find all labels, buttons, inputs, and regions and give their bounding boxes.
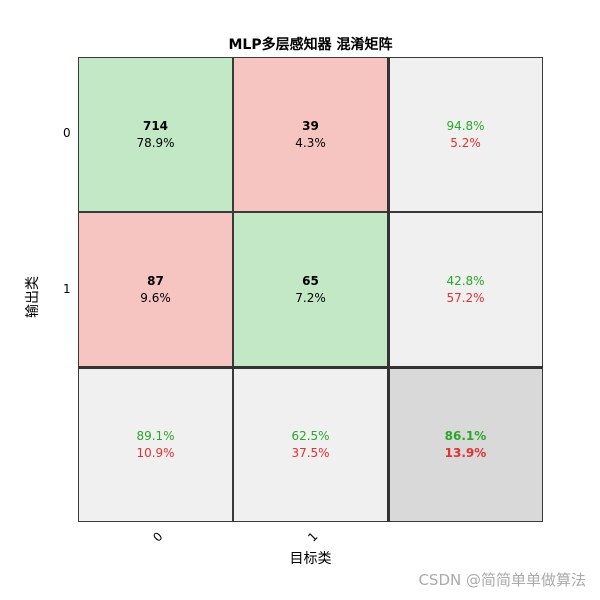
cell-percent: 7.2%: [295, 290, 326, 305]
x-tick-label-1: 1: [305, 529, 321, 545]
cell-count: 65: [302, 273, 319, 288]
cell-incorrect-1-0: 87 9.6%: [78, 212, 233, 367]
row-summary-1: 42.8% 57.2%: [388, 212, 543, 367]
y-tick-label-1: 1: [63, 282, 71, 296]
y-axis-label: 输出类: [25, 276, 41, 318]
cell-correct-1: 65 7.2%: [233, 212, 388, 367]
x-tick-label-0: 0: [150, 529, 166, 545]
summary-divider-horizontal: [78, 366, 543, 369]
summary-error-rate: 57.2%: [446, 290, 485, 305]
summary-correct-rate: 62.5%: [291, 428, 330, 443]
col-summary-1: 62.5% 37.5%: [233, 367, 388, 522]
cell-incorrect-0-1: 39 4.3%: [233, 57, 388, 212]
overall-correct-rate: 86.1%: [444, 428, 487, 443]
cell-count: 87: [147, 273, 164, 288]
overall-error-rate: 13.9%: [444, 445, 487, 460]
summary-correct-rate: 94.8%: [446, 118, 485, 133]
confusion-matrix-grid: 714 78.9% 39 4.3% 94.8% 5.2% 87 9.6% 65 …: [78, 57, 543, 522]
cell-percent: 78.9%: [136, 135, 175, 150]
summary-error-rate: 37.5%: [291, 445, 330, 460]
cell-percent: 4.3%: [295, 135, 326, 150]
cell-correct-0: 714 78.9%: [78, 57, 233, 212]
summary-divider-vertical: [387, 57, 390, 522]
chart-title: MLP多层感知器 混淆矩阵: [228, 37, 393, 53]
summary-error-rate: 5.2%: [450, 135, 481, 150]
row-summary-0: 94.8% 5.2%: [388, 57, 543, 212]
overall-accuracy-cell: 86.1% 13.9%: [388, 367, 543, 522]
cell-percent: 9.6%: [140, 290, 171, 305]
cell-count: 714: [142, 118, 169, 133]
summary-error-rate: 10.9%: [136, 445, 175, 460]
col-summary-0: 89.1% 10.9%: [78, 367, 233, 522]
cell-count: 39: [302, 118, 319, 133]
summary-correct-rate: 42.8%: [446, 273, 485, 288]
x-axis-label: 目标类: [289, 551, 332, 567]
summary-correct-rate: 89.1%: [136, 428, 175, 443]
watermark: CSDN @简简单单做算法: [418, 571, 586, 589]
y-tick-label-0: 0: [63, 126, 71, 140]
